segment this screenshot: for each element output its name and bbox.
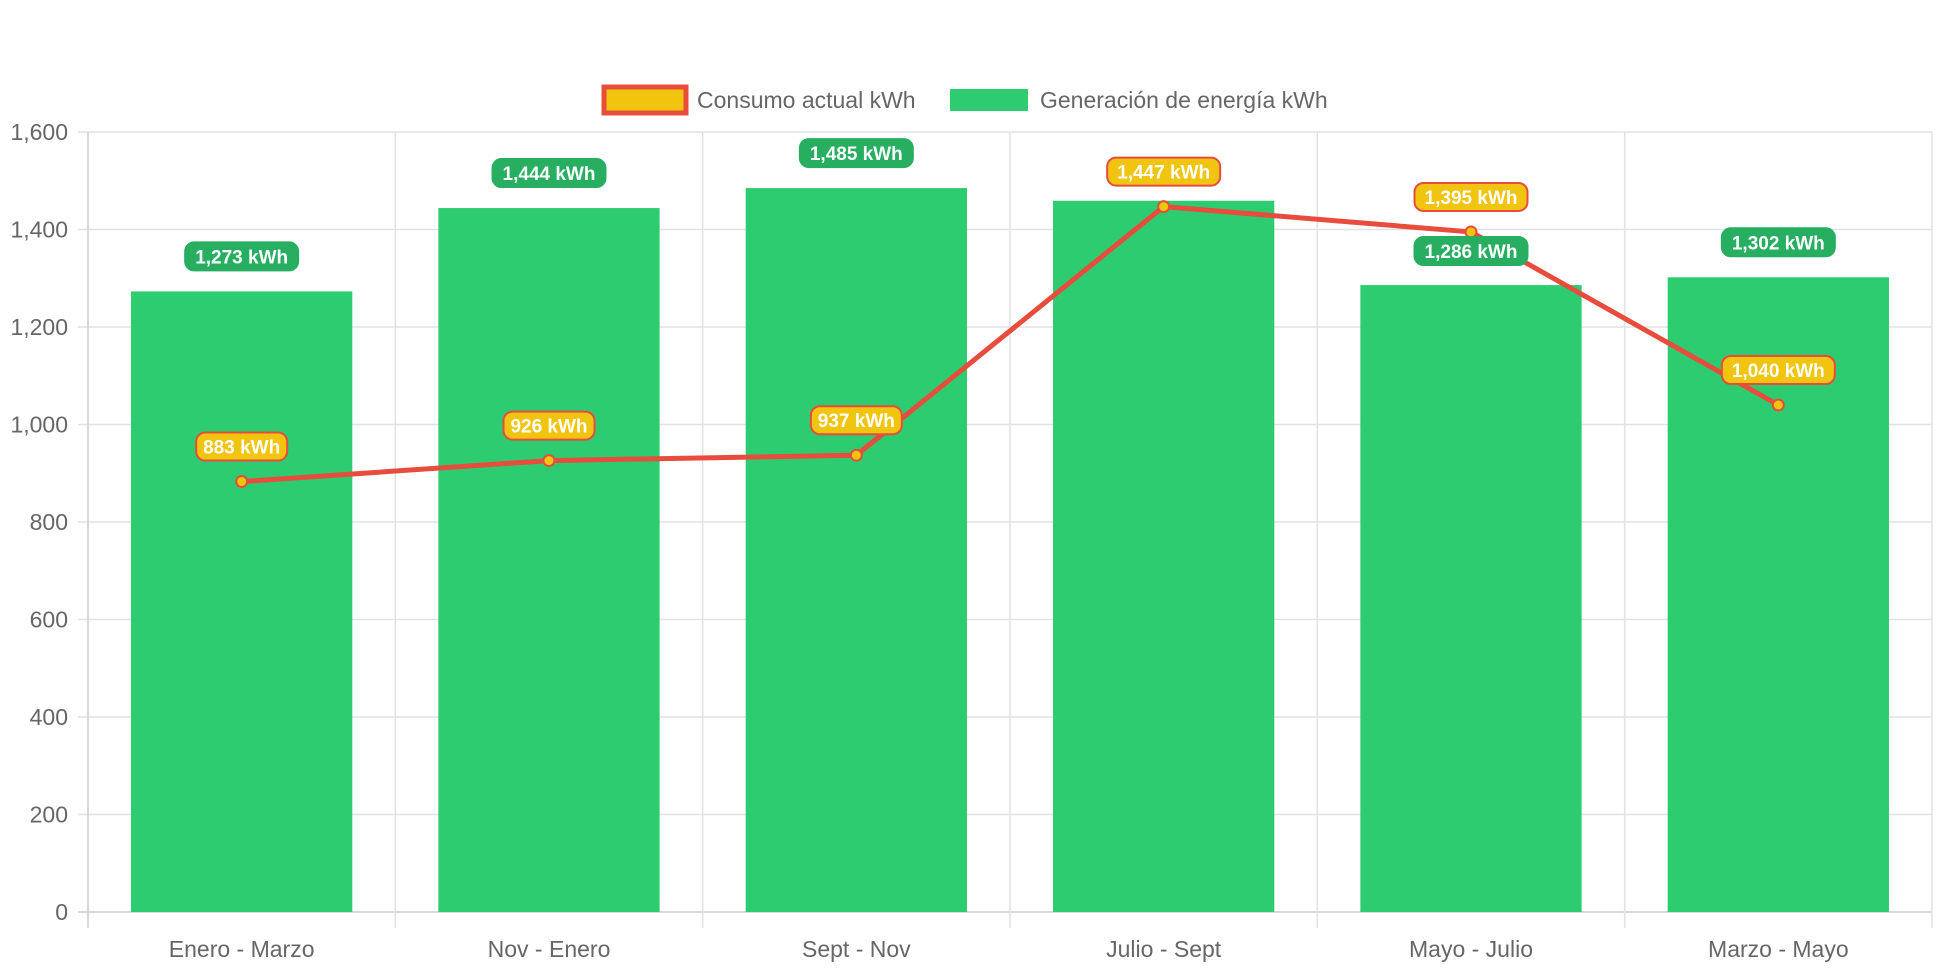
- consumption-point: [235, 475, 249, 489]
- legend-item-consumo[interactable]: Consumo actual kWh: [601, 84, 916, 116]
- generation-bar: [1053, 200, 1275, 913]
- y-tick-label: 200: [30, 802, 68, 828]
- chart-grid: [78, 131, 1933, 928]
- y-axis: 0 200 400 600 800 1,000 1,200 1,400 1,600: [10, 119, 68, 925]
- x-tick-label: Nov - Enero: [488, 936, 611, 962]
- consumption-point: [1771, 398, 1785, 412]
- y-tick-label: 1,200: [10, 314, 68, 340]
- y-tick-label: 1,400: [10, 217, 68, 243]
- generation-value-label-text: 1,302 kWh: [1732, 233, 1825, 254]
- consumption-value-label-text: 1,395 kWh: [1425, 188, 1518, 209]
- generation-value-label: 1,485 kWh: [798, 138, 914, 169]
- legend-item-generacion[interactable]: Generación de energía kWh: [950, 87, 1328, 113]
- generation-bars: [131, 188, 1889, 913]
- consumption-value-label-box: [1413, 181, 1529, 212]
- consumption-value-label: 1,040 kWh: [1720, 355, 1836, 385]
- legend-swatch-consumo: [601, 84, 689, 116]
- generation-value-label: 1,444 kWh: [491, 158, 607, 189]
- consumption-value-label: 937 kWh: [809, 405, 903, 436]
- chart-legend: Consumo actual kWh Generación de energía…: [601, 84, 1328, 116]
- consumption-point: [542, 454, 556, 468]
- y-tick-label: 0: [55, 899, 68, 925]
- consumption-value-label-box: [1106, 156, 1222, 187]
- generation-value-label: 1,273 kWh: [184, 241, 300, 272]
- x-axis: Enero - Marzo Nov - Enero Sept - Nov Julio …: [169, 936, 1849, 962]
- generation-value-label-text: 1,286 kWh: [1425, 242, 1518, 263]
- consumption-value-label: 926 kWh: [502, 410, 596, 441]
- generation-value-label: 1,286 kWh: [1413, 236, 1529, 266]
- x-tick-label: Enero - Marzo: [169, 936, 315, 962]
- generation-bar: [438, 208, 660, 913]
- consumption-value-label: 1,395 kWh: [1413, 181, 1529, 212]
- consumption-value-label-box: [809, 405, 903, 436]
- y-tick-label: 1,600: [10, 119, 68, 145]
- consumption-value-label-box: [1720, 355, 1836, 385]
- x-tick-label: Mayo - Julio: [1409, 936, 1533, 962]
- generation-bar: [131, 291, 353, 913]
- y-tick-label: 400: [30, 704, 68, 730]
- consumption-value-label-text: 926 kWh: [510, 417, 587, 438]
- consumption-value-label: 1,447 kWh: [1106, 156, 1222, 187]
- consumption-value-label-text: 1,040 kWh: [1732, 361, 1825, 382]
- consumption-value-label-box: [195, 431, 289, 462]
- generation-value-label-text: 1,444 kWh: [503, 164, 596, 185]
- y-tick-label: 600: [30, 607, 68, 633]
- generation-value-label-box: [798, 138, 914, 169]
- x-tick-label: Julio - Sept: [1106, 936, 1222, 962]
- consumption-value-label-text: 1,447 kWh: [1117, 163, 1210, 184]
- generation-value-label-box: [1413, 236, 1529, 266]
- legend-label-consumo: Consumo actual kWh: [697, 87, 916, 113]
- generation-value-label-box: [491, 158, 607, 189]
- x-tick-label: Sept - Nov: [802, 936, 911, 962]
- consumption-value-label: 883 kWh: [195, 431, 289, 462]
- consumption-value-label-text: 883 kWh: [203, 438, 280, 459]
- generation-value-label-box: [1720, 227, 1836, 258]
- legend-label-generacion: Generación de energía kWh: [1040, 87, 1328, 113]
- generation-value-label-text: 1,273 kWh: [195, 247, 288, 268]
- y-tick-label: 800: [30, 509, 68, 535]
- consumption-point: [1464, 225, 1478, 239]
- consumption-point: [1157, 200, 1171, 214]
- y-tick-label: 1,000: [10, 412, 68, 438]
- data-labels: 1,273 kWh 1,444 kWh 1,485 kWh 1,286 kWh 1,30…: [184, 138, 1836, 462]
- generation-value-label-text: 1,485 kWh: [810, 144, 903, 165]
- consumption-value-label-text: 937 kWh: [818, 411, 895, 432]
- generation-value-label-box: [184, 241, 300, 272]
- legend-swatch-generacion: [950, 89, 1028, 111]
- generation-bar: [1360, 285, 1582, 912]
- x-tick-label: Marzo - Mayo: [1708, 936, 1849, 962]
- generation-value-label: 1,302 kWh: [1720, 227, 1836, 258]
- consumption-point: [849, 448, 863, 462]
- generation-bar: [745, 188, 967, 912]
- consumption-value-label-box: [502, 410, 596, 441]
